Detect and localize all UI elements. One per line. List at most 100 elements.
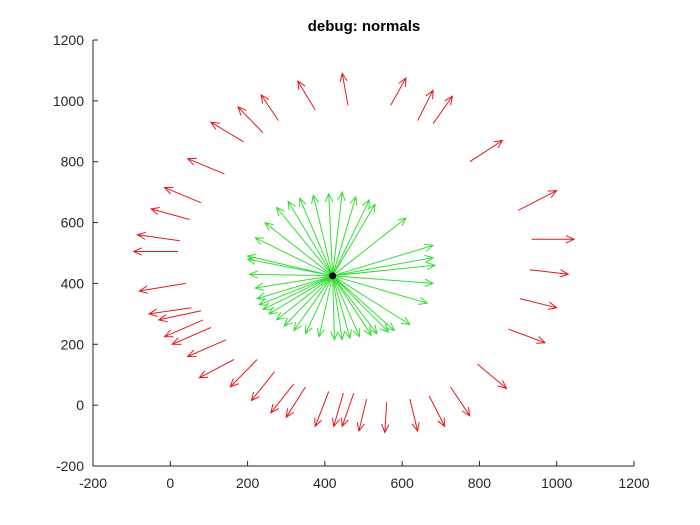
normal-arrow — [157, 310, 202, 323]
normal-arrow — [332, 198, 370, 277]
normal-arrow — [332, 243, 435, 277]
normal-arrow — [332, 275, 352, 340]
normal-arrow — [508, 328, 547, 344]
normal-arrow — [163, 319, 204, 338]
normal-arrow — [428, 395, 446, 428]
normal-arrow — [332, 190, 346, 276]
normal-arrow — [250, 371, 275, 402]
normal-arrow — [283, 275, 333, 327]
plot-area — [132, 72, 576, 434]
y-tick-label: 1200 — [53, 32, 84, 48]
y-tick-label: 600 — [61, 215, 85, 231]
axes: -200 0 200 400 600 800 1000 1200 -200 0 200 400 600 8… — [53, 32, 650, 491]
normal-arrow — [254, 237, 333, 277]
x-tick-label: 400 — [313, 475, 337, 491]
normal-arrow — [332, 275, 390, 333]
normal-arrow — [332, 254, 435, 277]
x-tick-label: 600 — [390, 475, 414, 491]
normal-arrow — [477, 363, 508, 390]
normal-arrow — [324, 192, 334, 276]
normal-arrow — [332, 275, 411, 326]
normal-arrow — [186, 339, 227, 358]
normal-arrow — [149, 207, 190, 220]
normal-arrow — [332, 261, 437, 277]
normal-arrow — [332, 275, 346, 341]
normal-arrow — [332, 203, 376, 277]
normal-arrow — [246, 256, 333, 277]
normal-arrow — [304, 275, 334, 335]
y-tick-label: 200 — [61, 336, 85, 352]
normal-arrow — [332, 275, 372, 337]
y-tick-label: 1000 — [53, 93, 84, 109]
x-tick-label: 1000 — [541, 475, 572, 491]
normal-arrow — [332, 392, 344, 428]
y-tick-label: -200 — [56, 458, 84, 474]
normal-arrow — [171, 327, 212, 345]
normal-arrow — [332, 275, 396, 332]
normal-arrow — [237, 106, 264, 134]
x-tick-label: 200 — [236, 475, 260, 491]
normal-arrow — [341, 392, 355, 428]
normal-arrow — [246, 253, 333, 277]
normal-arrow — [390, 76, 407, 106]
normal-arrow — [209, 121, 244, 143]
outer-normals-series — [132, 72, 576, 434]
normal-arrow — [285, 386, 306, 419]
normal-arrow — [332, 195, 358, 276]
y-tick-label: 400 — [61, 275, 85, 291]
normal-arrow — [449, 386, 471, 417]
normal-arrow — [316, 275, 334, 338]
normal-arrow — [311, 194, 334, 276]
chart-title: debug: normals — [308, 18, 421, 35]
normal-arrow — [264, 221, 333, 277]
normal-arrow — [517, 190, 558, 211]
normal-arrow — [330, 275, 339, 341]
center-point — [329, 272, 337, 280]
normal-arrow — [314, 391, 330, 428]
normal-arrow — [186, 157, 225, 175]
normal-arrow — [163, 186, 202, 204]
normal-arrow — [469, 139, 504, 163]
normal-arrow — [267, 275, 333, 315]
normal-arrow — [198, 359, 235, 379]
normal-arrow — [256, 275, 333, 301]
x-tick-label: 800 — [468, 475, 492, 491]
normal-arrow — [299, 197, 334, 276]
normal-arrow — [248, 270, 333, 279]
normal-arrow — [432, 95, 454, 124]
inner-normals-series — [246, 190, 437, 341]
normal-arrow — [138, 282, 186, 294]
normal-arrow — [275, 206, 333, 277]
x-tick-label: 0 — [166, 475, 174, 491]
normal-arrow — [293, 275, 334, 332]
normal-arrow — [332, 275, 378, 335]
normal-arrow — [332, 275, 361, 338]
normal-arrow — [332, 275, 429, 305]
normal-arrow — [147, 307, 192, 317]
normal-arrow — [132, 247, 178, 256]
x-tick-label: 1200 — [618, 475, 649, 491]
normal-arrow — [339, 72, 349, 106]
normal-arrow — [332, 217, 407, 277]
normal-arrow — [356, 398, 368, 433]
normal-arrow — [270, 383, 295, 414]
normal-arrow — [136, 231, 180, 242]
normal-arrow — [260, 93, 279, 121]
normal-arrow — [519, 298, 558, 310]
y-tick-label: 0 — [76, 397, 84, 413]
normal-arrow — [381, 402, 390, 434]
normal-arrow — [332, 275, 435, 287]
normal-arrow — [531, 235, 576, 244]
normal-arrow — [417, 89, 434, 121]
normal-arrow — [254, 275, 333, 291]
normal-arrow — [409, 398, 420, 433]
normal-arrow — [258, 275, 333, 306]
normal-arrow — [275, 275, 333, 321]
normal-arrow — [229, 359, 258, 388]
x-tick-label: -200 — [79, 475, 107, 491]
normal-arrow — [297, 80, 316, 111]
y-tick-label: 800 — [61, 154, 85, 170]
normal-arrow — [529, 269, 570, 278]
normal-arrow — [287, 200, 334, 277]
